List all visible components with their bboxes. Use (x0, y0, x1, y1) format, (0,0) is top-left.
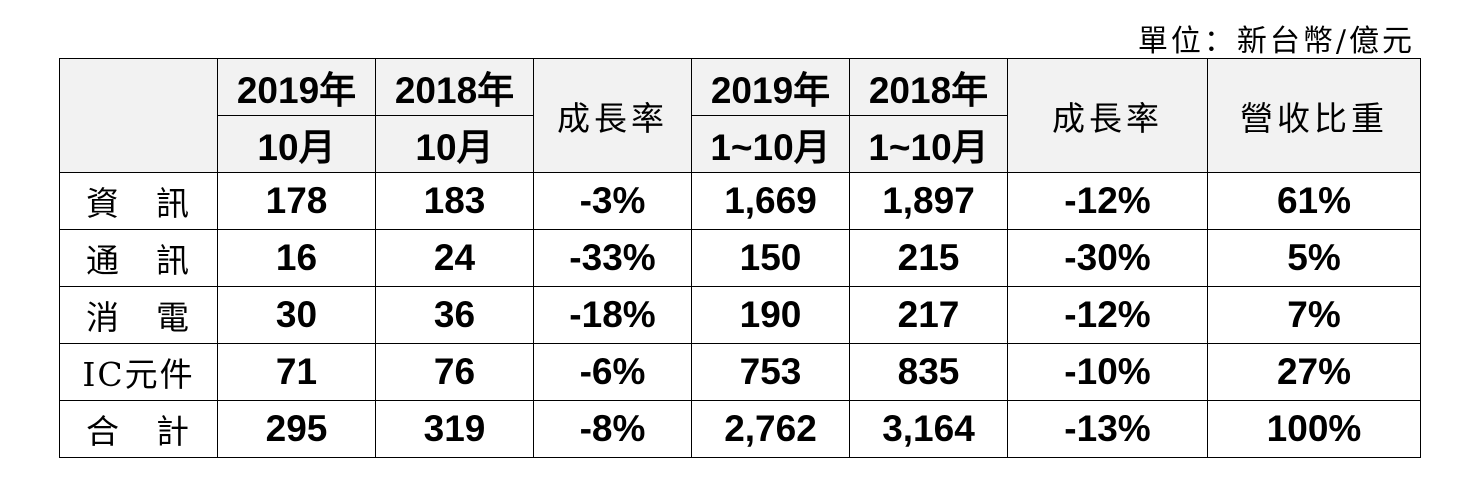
table-row: 消 電 30 36 -18% 190 217 -12% 7% (59, 286, 1421, 344)
header-cell: 2018年 (375, 58, 534, 116)
data-cell: -30% (1007, 229, 1208, 287)
data-cell: 319 (375, 400, 534, 458)
header-cell: 2019年 (691, 58, 850, 116)
data-cell: 217 (849, 286, 1008, 344)
header-cell: 1~10月 (691, 115, 850, 173)
table-row: 通 訊 16 24 -33% 150 215 -30% 5% (59, 229, 1421, 287)
data-cell: 2,762 (691, 400, 850, 458)
row-label: 合 計 (59, 400, 218, 458)
data-cell: -3% (533, 172, 692, 230)
data-cell: 183 (375, 172, 534, 230)
data-cell: -18% (533, 286, 692, 344)
header-cell: 10月 (217, 115, 376, 173)
data-cell: -10% (1007, 343, 1208, 401)
data-cell: -13% (1007, 400, 1208, 458)
header-cell: 1~10月 (849, 115, 1008, 173)
data-cell: -12% (1007, 286, 1208, 344)
data-cell: 190 (691, 286, 850, 344)
data-cell: 215 (849, 229, 1008, 287)
data-cell: 36 (375, 286, 534, 344)
data-cell: 753 (691, 343, 850, 401)
header-cell: 成長率 (1007, 58, 1208, 173)
data-cell: 27% (1207, 343, 1421, 401)
table-row: 合 計 295 319 -8% 2,762 3,164 -13% 100% (59, 400, 1421, 458)
revenue-table: 2019年 2018年 成長率 2019年 2018年 成長率 營收比重 10月… (59, 58, 1421, 458)
table-row: IC元件 71 76 -6% 753 835 -10% 27% (59, 343, 1421, 401)
data-cell: 5% (1207, 229, 1421, 287)
data-cell: 100% (1207, 400, 1421, 458)
data-cell: 1,669 (691, 172, 850, 230)
data-cell: -12% (1007, 172, 1208, 230)
row-label: 通 訊 (59, 229, 218, 287)
data-cell: 1,897 (849, 172, 1008, 230)
data-cell: 61% (1207, 172, 1421, 230)
corner-cell (59, 58, 218, 173)
data-cell: 178 (217, 172, 376, 230)
row-label: 消 電 (59, 286, 218, 344)
header-row: 10月 10月 1~10月 1~10月 (60, 115, 1421, 173)
data-cell: 7% (1207, 286, 1421, 344)
data-cell: 16 (217, 229, 376, 287)
table-body: 資 訊 178 183 -3% 1,669 1,897 -12% 61% 通 訊 16 24 -33%… (59, 172, 1421, 458)
data-cell: 150 (691, 229, 850, 287)
data-cell: 3,164 (849, 400, 1008, 458)
unit-note: 單位：新台幣/億元 (1137, 24, 1415, 59)
header-cell: 10月 (375, 115, 534, 173)
header-cell: 2018年 (849, 58, 1008, 116)
data-cell: 76 (375, 343, 534, 401)
header-cell: 成長率 (533, 58, 692, 173)
data-cell: -6% (533, 343, 692, 401)
data-cell: -33% (533, 229, 692, 287)
table-row: 資 訊 178 183 -3% 1,669 1,897 -12% 61% (59, 172, 1421, 230)
data-cell: 835 (849, 343, 1008, 401)
data-cell: 30 (217, 286, 376, 344)
header-row: 2019年 2018年 成長率 2019年 2018年 成長率 營收比重 (59, 58, 1421, 173)
table-header: 2019年 2018年 成長率 2019年 2018年 成長率 營收比重 10月… (59, 58, 1421, 173)
header-cell: 營收比重 (1207, 58, 1421, 173)
row-label: IC元件 (59, 343, 218, 401)
data-cell: 71 (217, 343, 376, 401)
header-cell: 2019年 (217, 58, 376, 116)
row-label: 資 訊 (59, 172, 218, 230)
data-cell: 295 (217, 400, 376, 458)
data-cell: 24 (375, 229, 534, 287)
data-cell: -8% (533, 400, 692, 458)
